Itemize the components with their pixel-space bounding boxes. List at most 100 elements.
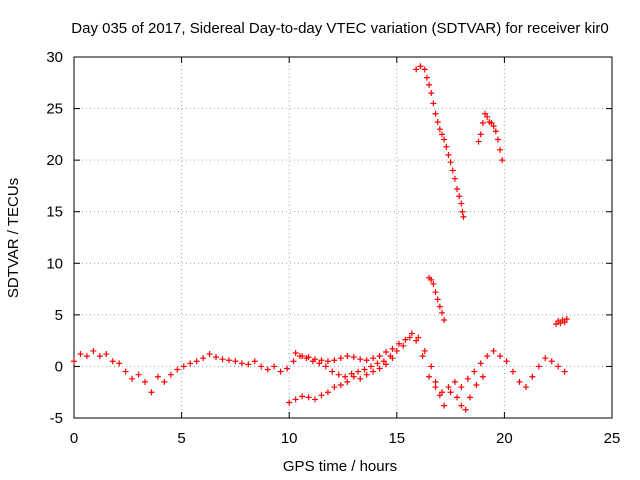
data-point [324, 358, 331, 365]
x-tick-label: 5 [177, 430, 185, 447]
data-point [436, 126, 443, 133]
data-point [499, 157, 506, 164]
data-point [413, 66, 420, 73]
y-tick-label: 0 [55, 358, 63, 375]
data-point [434, 296, 441, 303]
data-point [316, 360, 323, 367]
x-tick-label: 15 [388, 430, 405, 447]
data-point [299, 393, 306, 400]
data-point [337, 355, 344, 362]
data-point [193, 358, 200, 365]
data-point [363, 357, 370, 364]
data-point [447, 389, 454, 396]
data-point [484, 353, 491, 360]
grid-layer [74, 57, 612, 418]
data-point [337, 381, 344, 388]
data-point [200, 355, 207, 362]
data-point [563, 315, 570, 322]
data-point [116, 360, 123, 367]
data-point [312, 396, 319, 403]
data-point [342, 373, 349, 380]
data-point [522, 384, 529, 391]
data-point [324, 389, 331, 396]
ticks-layer [73, 56, 613, 419]
data-point [497, 353, 504, 360]
chart-title: Day 035 of 2017, Sidereal Day-to-day VTE… [71, 20, 608, 37]
data-point [458, 200, 465, 207]
y-tick-label: 25 [46, 101, 63, 118]
data-point [350, 373, 357, 380]
data-point [206, 351, 213, 358]
data-point [350, 354, 357, 361]
data-point [464, 375, 471, 382]
data-point [77, 351, 84, 358]
data-point [555, 363, 562, 370]
data-point [436, 303, 443, 310]
data-point [258, 363, 265, 370]
data-point [434, 118, 441, 125]
data-point [529, 373, 536, 380]
data-point [548, 358, 555, 365]
data-point [122, 368, 129, 375]
data-point [305, 394, 312, 401]
data-point [430, 280, 437, 287]
data-point [415, 334, 422, 341]
data-point [471, 368, 478, 375]
data-point [393, 347, 400, 354]
data-point [456, 193, 463, 200]
series-upper-band [292, 330, 428, 365]
data-point [245, 361, 252, 368]
data-point [271, 363, 278, 370]
data-point [344, 353, 351, 360]
data-point [561, 368, 568, 375]
data-point [557, 320, 564, 327]
data-point [331, 384, 338, 391]
data-point [318, 357, 325, 364]
y-tick-label: 10 [46, 255, 63, 272]
data-point [454, 186, 461, 193]
data-point [161, 378, 168, 385]
data-point [451, 378, 458, 385]
data-point [428, 276, 435, 283]
data-point [383, 348, 390, 355]
data-point [421, 347, 428, 354]
data-point [479, 373, 486, 380]
data-point [477, 131, 484, 138]
data-point [154, 373, 161, 380]
data-point [219, 356, 226, 363]
data-point [344, 378, 351, 385]
data-point [187, 360, 194, 367]
data-point [475, 138, 482, 145]
data-point [251, 358, 258, 365]
data-point [553, 321, 560, 328]
data-point [374, 360, 381, 367]
series-high-arc-1 [413, 63, 467, 220]
y-tick-label: -5 [50, 410, 63, 427]
data-point [479, 120, 486, 127]
data-point [142, 378, 149, 385]
series-dip-cluster [428, 363, 486, 413]
data-point [438, 389, 445, 396]
data-point [329, 368, 336, 375]
data-point [109, 358, 116, 365]
data-point [413, 337, 420, 344]
data-point [376, 365, 383, 372]
data-point [363, 371, 370, 378]
data-point [290, 358, 297, 365]
x-tick-label: 25 [604, 430, 621, 447]
data-point [441, 402, 448, 409]
data-point [277, 368, 284, 375]
data-point [447, 159, 454, 166]
data-point [458, 384, 465, 391]
data-point [174, 366, 181, 373]
data-point [542, 355, 549, 362]
data-point [292, 396, 299, 403]
data-point [148, 389, 155, 396]
data-point [438, 131, 445, 138]
data-point [213, 354, 220, 361]
x-tick-label: 10 [281, 430, 298, 447]
data-point [90, 347, 97, 354]
data-point [225, 357, 232, 364]
data-point [477, 360, 484, 367]
